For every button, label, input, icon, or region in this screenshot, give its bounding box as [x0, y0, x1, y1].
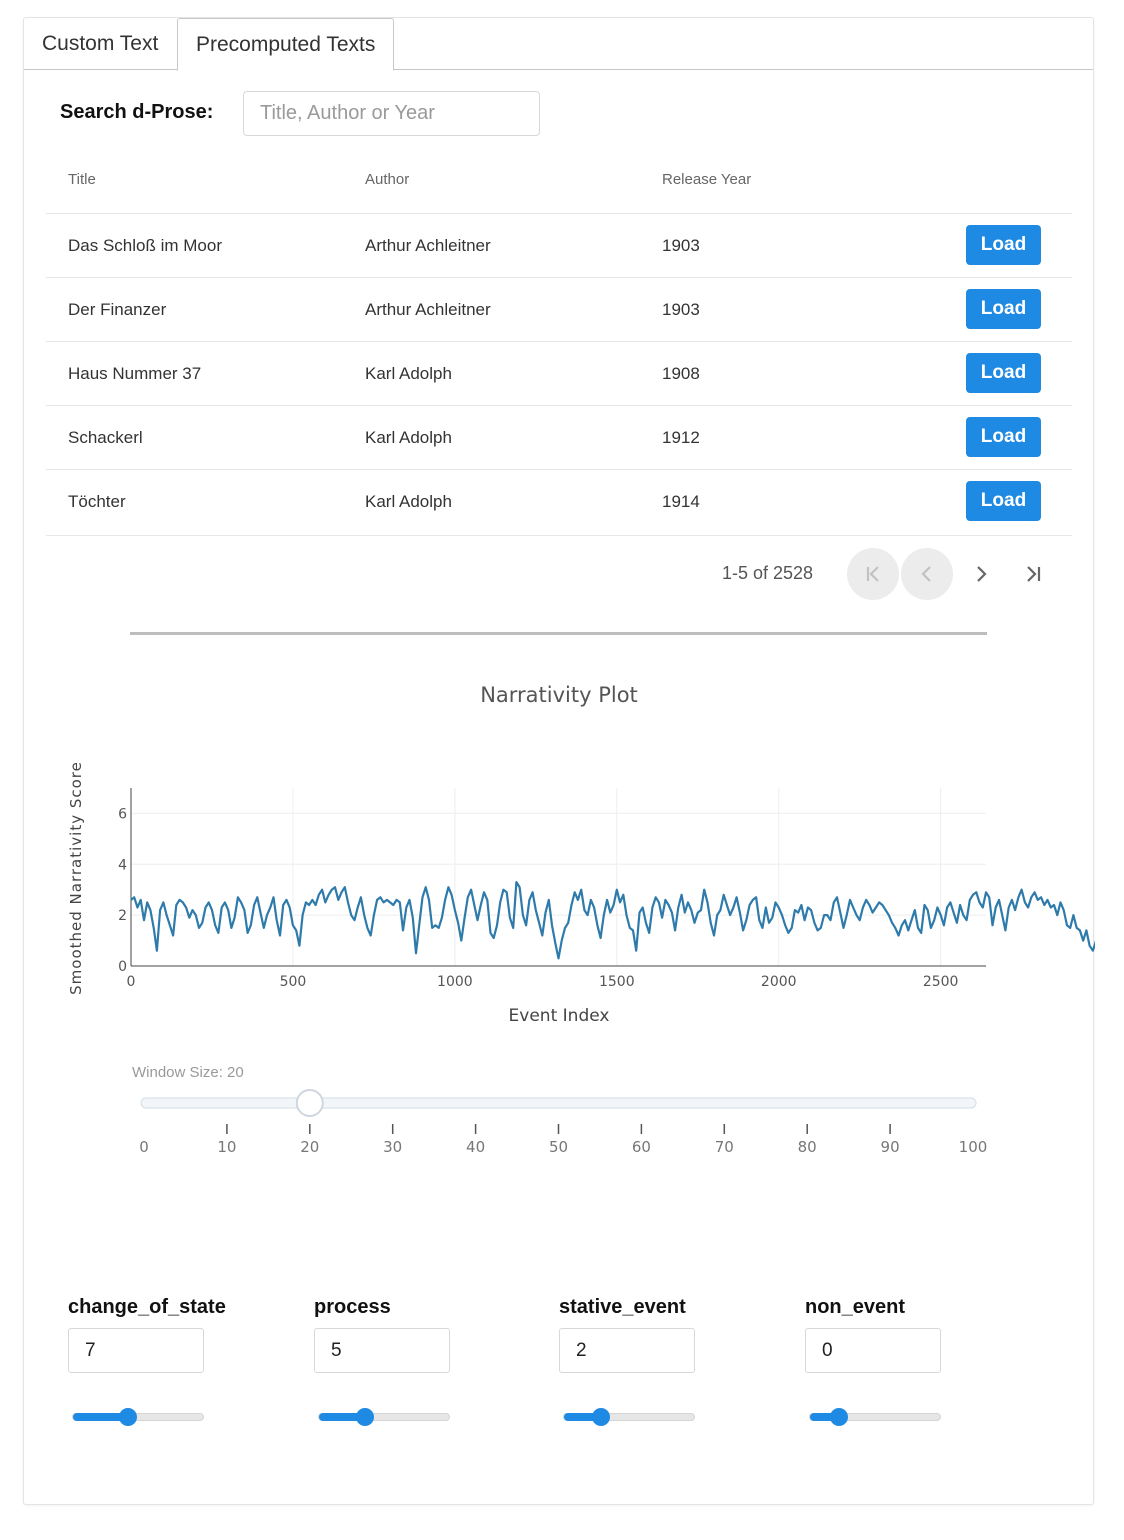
load-button[interactable]: Load [966, 481, 1041, 521]
precomputed-texts-panel: Custom Text Precomputed Texts Search d-P… [23, 17, 1095, 1505]
pagination-range: 1-5 of 2528 [722, 563, 814, 583]
load-button[interactable]: Load [966, 417, 1041, 457]
change-of-state-slider[interactable] [72, 1408, 204, 1426]
window-size-slider[interactable]: 0 10 20 30 40 50 60 70 80 90 100 [24, 1078, 1095, 1158]
process-slider[interactable] [318, 1408, 450, 1426]
slider-handle[interactable] [830, 1408, 849, 1426]
slider-fill [810, 1413, 840, 1421]
next-page-button[interactable] [955, 548, 1007, 600]
window-size-tick-label: 40 [466, 1138, 485, 1156]
window-size-tick-label: 100 [959, 1138, 988, 1156]
plot-title: Narrativity Plot [480, 683, 638, 707]
stative-event-slider[interactable] [563, 1408, 695, 1426]
param-process: process [314, 1296, 494, 1446]
table-row: Das Schloß im Moor Arthur Achleitner 190… [46, 213, 1072, 277]
tab-bar: Custom Text Precomputed Texts [24, 18, 1093, 71]
last-page-icon [1027, 566, 1041, 582]
y-tick-label: 4 [118, 857, 127, 873]
previous-page-button[interactable] [901, 548, 953, 600]
column-header-author[interactable]: Author [365, 171, 410, 188]
param-label: stative_event [559, 1296, 686, 1318]
load-button[interactable]: Load [966, 289, 1041, 329]
window-size-label: Window Size: 20 [132, 1064, 244, 1081]
param-label: process [314, 1296, 391, 1318]
slider-fill [319, 1413, 366, 1421]
non-event-input[interactable] [805, 1328, 941, 1373]
narrativity-series-line [130, 881, 1095, 960]
chevron-right-icon [977, 566, 987, 582]
window-size-tick-label: 0 [139, 1138, 149, 1156]
load-button[interactable]: Load [966, 353, 1041, 393]
y-tick-label: 2 [118, 908, 127, 924]
table-row: Schackerl Karl Adolph 1912 Load [46, 405, 1072, 469]
slider-handle[interactable] [119, 1408, 138, 1426]
slider-fill [564, 1413, 601, 1421]
y-tick-label: 6 [118, 806, 127, 822]
window-size-tick-label: 50 [549, 1138, 568, 1156]
y-axis-label: Smoothed Narrativity Score [67, 761, 85, 995]
x-tick-label: 1000 [437, 974, 473, 990]
slider-fill [73, 1413, 129, 1421]
column-header-title[interactable]: Title [68, 171, 96, 188]
column-header-release-year[interactable]: Release Year [662, 171, 752, 188]
section-divider [130, 632, 987, 635]
cell-title: Der Finanzer [68, 300, 167, 319]
table-bottom-border [46, 535, 1072, 536]
window-size-tick-label: 80 [798, 1138, 817, 1156]
first-page-button[interactable] [847, 548, 899, 600]
stative-event-input[interactable] [559, 1328, 695, 1373]
cell-title: Das Schloß im Moor [68, 236, 222, 255]
cell-title: Töchter [68, 492, 126, 511]
slider-handle[interactable] [591, 1408, 610, 1426]
table-row: Haus Nummer 37 Karl Adolph 1908 Load [46, 341, 1072, 405]
process-input[interactable] [314, 1328, 450, 1373]
param-label: non_event [805, 1296, 906, 1318]
window-size-tick-label: 10 [217, 1138, 236, 1156]
x-tick-label: 500 [280, 974, 307, 990]
search-input[interactable] [243, 91, 540, 136]
x-tick-label: 1500 [599, 974, 635, 990]
cell-title: Schackerl [68, 428, 143, 447]
param-change-of-state: change_of_state [68, 1296, 248, 1446]
cell-author: Karl Adolph [365, 364, 452, 383]
search-label: Search d-Prose: [60, 101, 214, 123]
cell-year: 1903 [662, 236, 700, 255]
cell-author: Arthur Achleitner [365, 300, 491, 319]
non-event-slider[interactable] [809, 1408, 941, 1426]
window-size-slider-handle[interactable] [295, 1089, 324, 1117]
window-size-tick-label: 30 [383, 1138, 402, 1156]
cell-year: 1912 [662, 428, 700, 447]
param-label: change_of_state [68, 1296, 226, 1318]
x-tick-label: 2000 [761, 974, 797, 990]
cell-year: 1903 [662, 300, 700, 319]
window-size-tick-label: 60 [632, 1138, 651, 1156]
cell-author: Arthur Achleitner [365, 236, 491, 255]
x-tick-label: 0 [127, 974, 136, 990]
slider-handle[interactable] [356, 1408, 375, 1426]
cell-author: Karl Adolph [365, 492, 452, 511]
x-axis-label: Event Index [509, 1006, 610, 1026]
load-button[interactable]: Load [966, 225, 1041, 265]
narrativity-plot: 0 2 4 6 0 500 1000 1500 2000 2500 Narrativity Pl… [67, 683, 1095, 1026]
chevron-left-icon [921, 566, 931, 582]
window-size-tick-label: 20 [300, 1138, 319, 1156]
cell-year: 1908 [662, 364, 700, 383]
window-size-tick-label: 90 [881, 1138, 900, 1156]
table-row: Der Finanzer Arthur Achleitner 1903 Load [46, 277, 1072, 341]
table-row: Töchter Karl Adolph 1914 Load [46, 469, 1072, 533]
first-page-icon [866, 566, 879, 582]
window-size-tick-label: 70 [715, 1138, 734, 1156]
tab-precomputed-texts[interactable]: Precomputed Texts [177, 18, 395, 71]
cell-author: Karl Adolph [365, 428, 452, 447]
cell-title: Haus Nummer 37 [68, 364, 202, 383]
last-page-button[interactable] [1007, 548, 1059, 600]
change-of-state-input[interactable] [68, 1328, 204, 1373]
tab-custom-text[interactable]: Custom Text [42, 32, 159, 55]
x-tick-label: 2500 [923, 974, 959, 990]
param-stative-event: stative_event [559, 1296, 739, 1446]
cell-year: 1914 [662, 492, 700, 511]
param-non-event: non_event [805, 1296, 985, 1446]
y-tick-label: 0 [118, 959, 127, 975]
